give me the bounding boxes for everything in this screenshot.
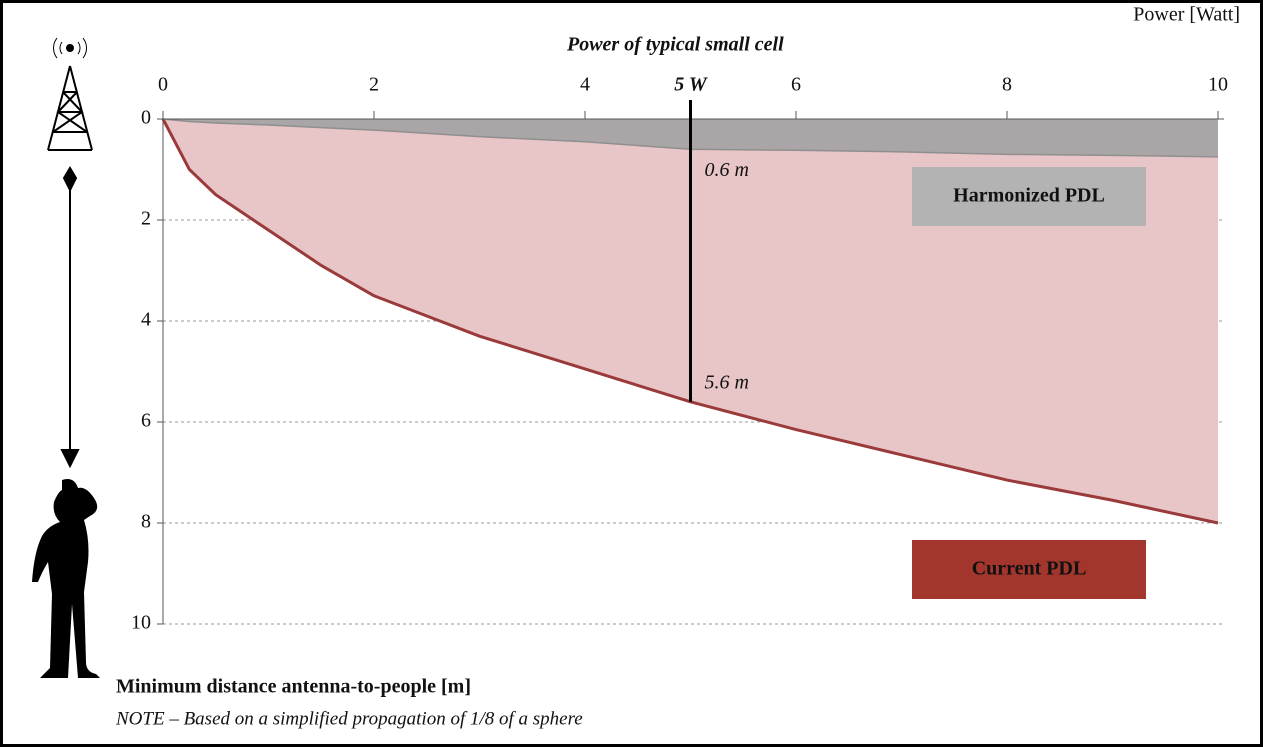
legend-label: Harmonized PDL <box>953 185 1105 207</box>
note: NOTE – Based on a simplified propagation… <box>115 708 583 729</box>
legend-label: Current PDL <box>972 558 1087 580</box>
antenna-icon <box>47 37 93 469</box>
x-tick-label: 2 <box>369 74 379 96</box>
x-tick-label: 10 <box>1208 74 1228 96</box>
x-tick-label: 5 W <box>674 74 708 96</box>
series-line <box>161 118 1219 525</box>
person-icon <box>32 479 100 678</box>
chart-title: Power of typical small cell <box>566 34 784 56</box>
x-tick-label: 8 <box>1002 74 1012 96</box>
x-tick-label: 0 <box>158 74 168 96</box>
y-tick-label: 8 <box>141 511 151 533</box>
y-tick-label: 10 <box>131 612 151 634</box>
y-tick-label: 2 <box>141 208 151 230</box>
series-line <box>162 118 1219 158</box>
y-axis-title: Minimum distance antenna-to-people [m] <box>116 676 471 698</box>
x-tick-label: 4 <box>580 74 590 96</box>
y-tick-label: 4 <box>141 309 151 331</box>
annotation: 5.6 m <box>705 371 749 393</box>
annotation: 0.6 m <box>705 159 749 181</box>
y-tick-label: 6 <box>141 410 151 432</box>
legend-swatch <box>912 167 1146 226</box>
x-unit-label: Power [Watt] <box>1133 4 1240 26</box>
legend-swatch <box>912 540 1146 599</box>
y-tick-label: 0 <box>141 107 151 129</box>
x-tick-label: 6 <box>791 74 801 96</box>
